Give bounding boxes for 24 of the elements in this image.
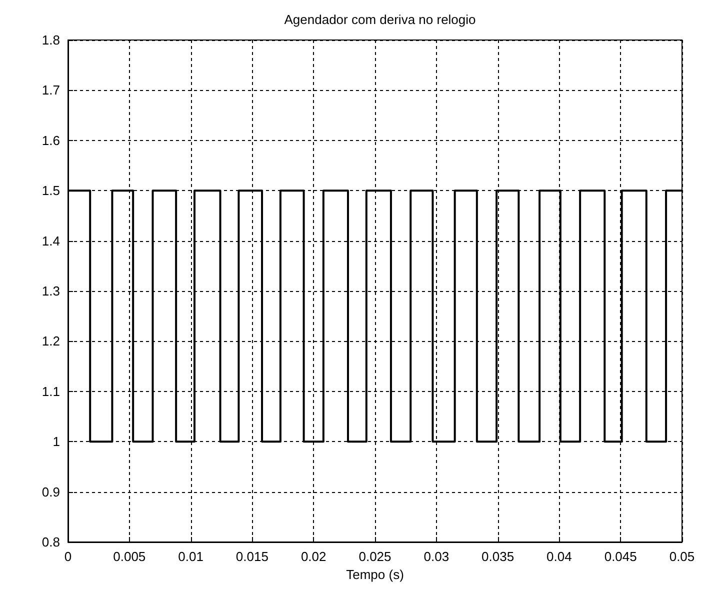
y-tick-label: 1.5: [42, 183, 60, 198]
x-tick-label: 0.045: [604, 549, 637, 564]
y-tick-label: 1: [52, 434, 60, 450]
y-tick-label: 0.8: [42, 534, 60, 550]
x-tick-label: 0.04: [546, 549, 572, 564]
x-tick-label: 0.005: [113, 549, 146, 564]
x-tick-label: 0.01: [178, 549, 204, 564]
y-tick-label: 1.1: [42, 384, 60, 399]
y-tick-label: 1.2: [42, 334, 60, 349]
y-tick-label: 1.4: [42, 233, 60, 248]
y-tick-label: 0.9: [42, 484, 60, 500]
y-tick-label: 1.6: [42, 132, 60, 148]
x-tick-label: 0.025: [358, 549, 392, 564]
x-tick-label: 0: [64, 549, 72, 564]
x-tick-label: 0.035: [482, 549, 514, 564]
y-tick-label: 1.3: [42, 284, 60, 298]
chart-title: Agendador com deriva no relogio: [284, 12, 476, 27]
x-tick-label: 0.03: [424, 549, 450, 564]
y-tick-label: 1.7: [42, 82, 60, 98]
x-tick-label: 0.015: [236, 549, 268, 564]
x-tick-label: 0.02: [300, 549, 326, 564]
x-axis-title: Tempo (s): [346, 567, 404, 582]
x-tick-label: 0.05: [669, 549, 695, 564]
y-tick-label: 1.8: [42, 32, 60, 48]
